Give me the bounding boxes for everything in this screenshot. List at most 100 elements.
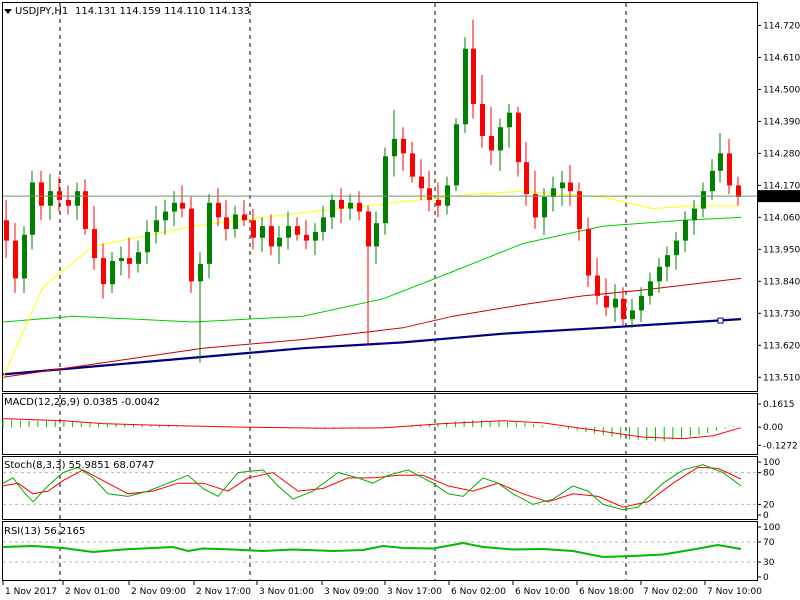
candle-body xyxy=(39,182,44,206)
rsi-line xyxy=(2,541,742,559)
current-price-box xyxy=(758,190,800,203)
candle-body xyxy=(110,260,115,285)
ma-marker xyxy=(717,317,724,324)
candle-body xyxy=(516,112,521,163)
rsi-tick-label: 30 xyxy=(763,558,775,568)
candle-body xyxy=(471,48,476,104)
candle-body xyxy=(127,258,132,264)
ma-slow-line xyxy=(2,277,742,378)
candle-body xyxy=(13,240,18,279)
ma-mid-line xyxy=(2,216,742,323)
rsi-tick-label: 0 xyxy=(763,573,769,583)
candle-body xyxy=(330,199,335,218)
candle-body xyxy=(595,275,600,296)
candle-body xyxy=(410,153,415,177)
stoch-pane[interactable] xyxy=(2,456,758,520)
candle-body xyxy=(269,226,274,247)
candle-body xyxy=(542,197,547,218)
candle-body xyxy=(524,162,529,195)
candle-body xyxy=(613,298,618,308)
candle-body xyxy=(207,202,212,264)
candle-body xyxy=(286,226,291,238)
candle-body xyxy=(710,170,715,192)
time-tick-label: 6 Nov 18:00 xyxy=(579,587,634,597)
price-axis: 114.720 114.610 114.500 114.390 114.280 114.1… xyxy=(757,21,800,383)
price-tick-label: 114.720 xyxy=(763,21,800,31)
candle-body xyxy=(30,182,35,235)
candle-body xyxy=(383,156,388,224)
rsi-title: RSI(13) 56.2165 xyxy=(4,526,85,537)
candle-body xyxy=(560,182,565,189)
candle-body xyxy=(224,217,229,229)
time-tick-label: 3 Nov 09:00 xyxy=(324,587,379,597)
candles xyxy=(3,19,757,363)
candle-body xyxy=(463,48,468,125)
candle-body xyxy=(621,298,626,320)
triangle-down-icon[interactable] xyxy=(4,9,12,14)
candle-body xyxy=(145,231,150,253)
time-tick-label: 6 Nov 02:00 xyxy=(451,587,506,597)
candle-body xyxy=(498,127,503,151)
candle-body xyxy=(577,191,582,229)
macd-signal-line xyxy=(2,418,742,440)
macd-tick-label: -0.1272 xyxy=(763,441,798,451)
ohlc-label: 114.131 114.159 114.110 114.133 xyxy=(75,6,250,17)
candle-body xyxy=(339,199,344,209)
candle-body xyxy=(242,214,247,221)
time-tick-label: 2 Nov 09:00 xyxy=(131,587,186,597)
candle-body xyxy=(295,226,300,235)
candle-body xyxy=(163,211,168,221)
stoch-tick-label: 20 xyxy=(763,500,775,510)
candle-body xyxy=(586,228,591,276)
price-tick-label: 113.620 xyxy=(763,341,800,351)
price-tick-label: 114.500 xyxy=(763,85,800,95)
rsi-pane[interactable] xyxy=(2,521,758,581)
candle-body xyxy=(75,191,80,206)
ma-fast-line xyxy=(2,190,738,378)
candle-body xyxy=(489,135,494,151)
candle-body xyxy=(233,214,238,229)
time-tick-label: 3 Nov 01:00 xyxy=(259,587,314,597)
candle-body xyxy=(101,258,106,285)
stoch-tick-label: 100 xyxy=(763,458,780,468)
candle-body xyxy=(172,202,177,212)
candle-body xyxy=(674,240,679,256)
candle-body xyxy=(551,188,556,197)
candle-body xyxy=(427,188,432,200)
price-pane[interactable] xyxy=(2,2,758,392)
price-tick-label: 114.610 xyxy=(763,53,800,63)
price-tick-label: 113.730 xyxy=(763,309,800,319)
macd-title: MACD(12,26,9) 0.0385 -0.0042 xyxy=(4,397,160,408)
candle-body xyxy=(374,223,379,247)
pane-frames xyxy=(2,2,758,581)
stoch-title: Stoch(8,3,3) 55.9851 68.0747 xyxy=(4,460,155,471)
candle-body xyxy=(639,295,644,311)
candle-body xyxy=(83,191,88,229)
time-tick-label: 3 Nov 17:00 xyxy=(387,587,442,597)
time-tick-label: 7 Nov 10:00 xyxy=(707,587,762,597)
candle-body xyxy=(401,138,406,154)
candle-body xyxy=(313,231,318,241)
candle-body xyxy=(533,194,538,218)
time-tick-label: 6 Nov 10:00 xyxy=(515,587,570,597)
candle-body xyxy=(92,228,97,259)
price-tick-label: 113.950 xyxy=(763,245,800,255)
macd-indicator: 0.1615 0.00 -0.1272 xyxy=(2,400,798,451)
candle-body xyxy=(392,138,397,157)
price-tick-label: 114.390 xyxy=(763,117,800,127)
candle-body xyxy=(189,208,194,282)
candle-body xyxy=(251,220,256,238)
candle-body xyxy=(304,234,309,241)
time-tick-label: 1 Nov 2017 xyxy=(5,587,57,597)
candle-body xyxy=(198,263,203,282)
candle-body xyxy=(260,226,265,238)
candle-body xyxy=(683,220,688,241)
candle-body xyxy=(57,191,62,200)
candle-body xyxy=(357,202,362,212)
candle-body xyxy=(630,310,635,320)
macd-tick-label: 0.00 xyxy=(763,423,783,433)
stoch-k-line xyxy=(2,464,742,511)
